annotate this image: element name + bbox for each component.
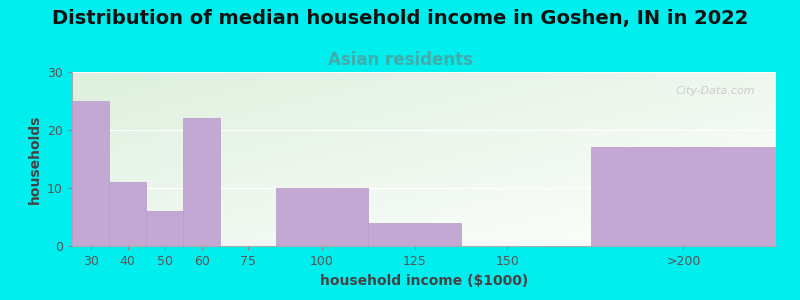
Text: City-Data.com: City-Data.com	[675, 86, 755, 96]
Bar	[183, 118, 220, 246]
Bar	[276, 188, 369, 246]
Y-axis label: households: households	[27, 114, 42, 204]
Text: Asian residents: Asian residents	[327, 51, 473, 69]
Bar	[109, 182, 146, 246]
Bar	[590, 147, 776, 246]
Bar	[72, 101, 109, 246]
X-axis label: household income ($1000): household income ($1000)	[320, 274, 528, 288]
Bar	[146, 211, 183, 246]
Bar	[369, 223, 461, 246]
Text: Distribution of median household income in Goshen, IN in 2022: Distribution of median household income …	[52, 9, 748, 28]
